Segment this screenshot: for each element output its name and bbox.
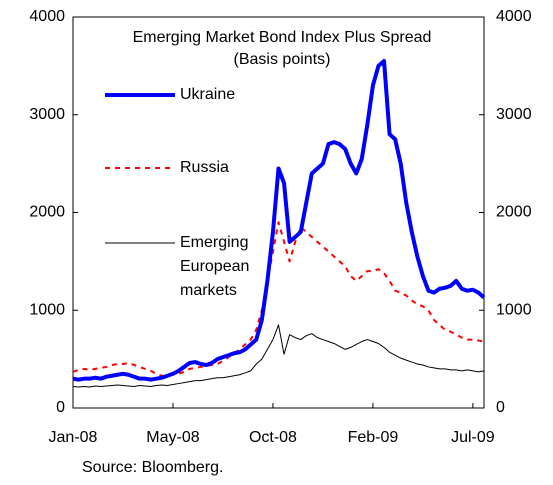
series-line <box>72 221 485 377</box>
legend-label: Emerging European markets <box>180 234 249 299</box>
y2-tick-label: 3000 <box>496 106 532 123</box>
y2-tick-label: 4000 <box>496 8 532 25</box>
chart-subtitle: (Basis points) <box>234 51 331 68</box>
x-tick-label: Jul-09 <box>451 429 495 446</box>
x-tick-label: May-08 <box>146 429 199 446</box>
series-line <box>72 324 485 388</box>
chart-title: Emerging Market Bond Index Plus Spread <box>133 29 432 46</box>
y-tick-label: 2000 <box>29 204 65 221</box>
y-tick-label: 4000 <box>29 8 65 25</box>
legend-label: Ukraine <box>180 86 235 103</box>
y-tick-label: 0 <box>56 399 65 416</box>
plot-frame <box>72 16 485 409</box>
y-tick-label: 1000 <box>29 301 65 318</box>
x-tick-label: Oct-08 <box>249 429 297 446</box>
y2-tick-label: 2000 <box>496 204 532 221</box>
legend-label: Russia <box>180 159 229 176</box>
source-note: Source: Bloomberg. <box>82 459 223 476</box>
series-line <box>72 58 486 382</box>
x-tick-label: Feb-09 <box>348 429 399 446</box>
x-tick-label: Jan-08 <box>49 429 98 446</box>
y-tick-label: 3000 <box>29 106 65 123</box>
y2-tick-label: 0 <box>496 399 505 416</box>
y2-tick-label: 1000 <box>496 301 532 318</box>
